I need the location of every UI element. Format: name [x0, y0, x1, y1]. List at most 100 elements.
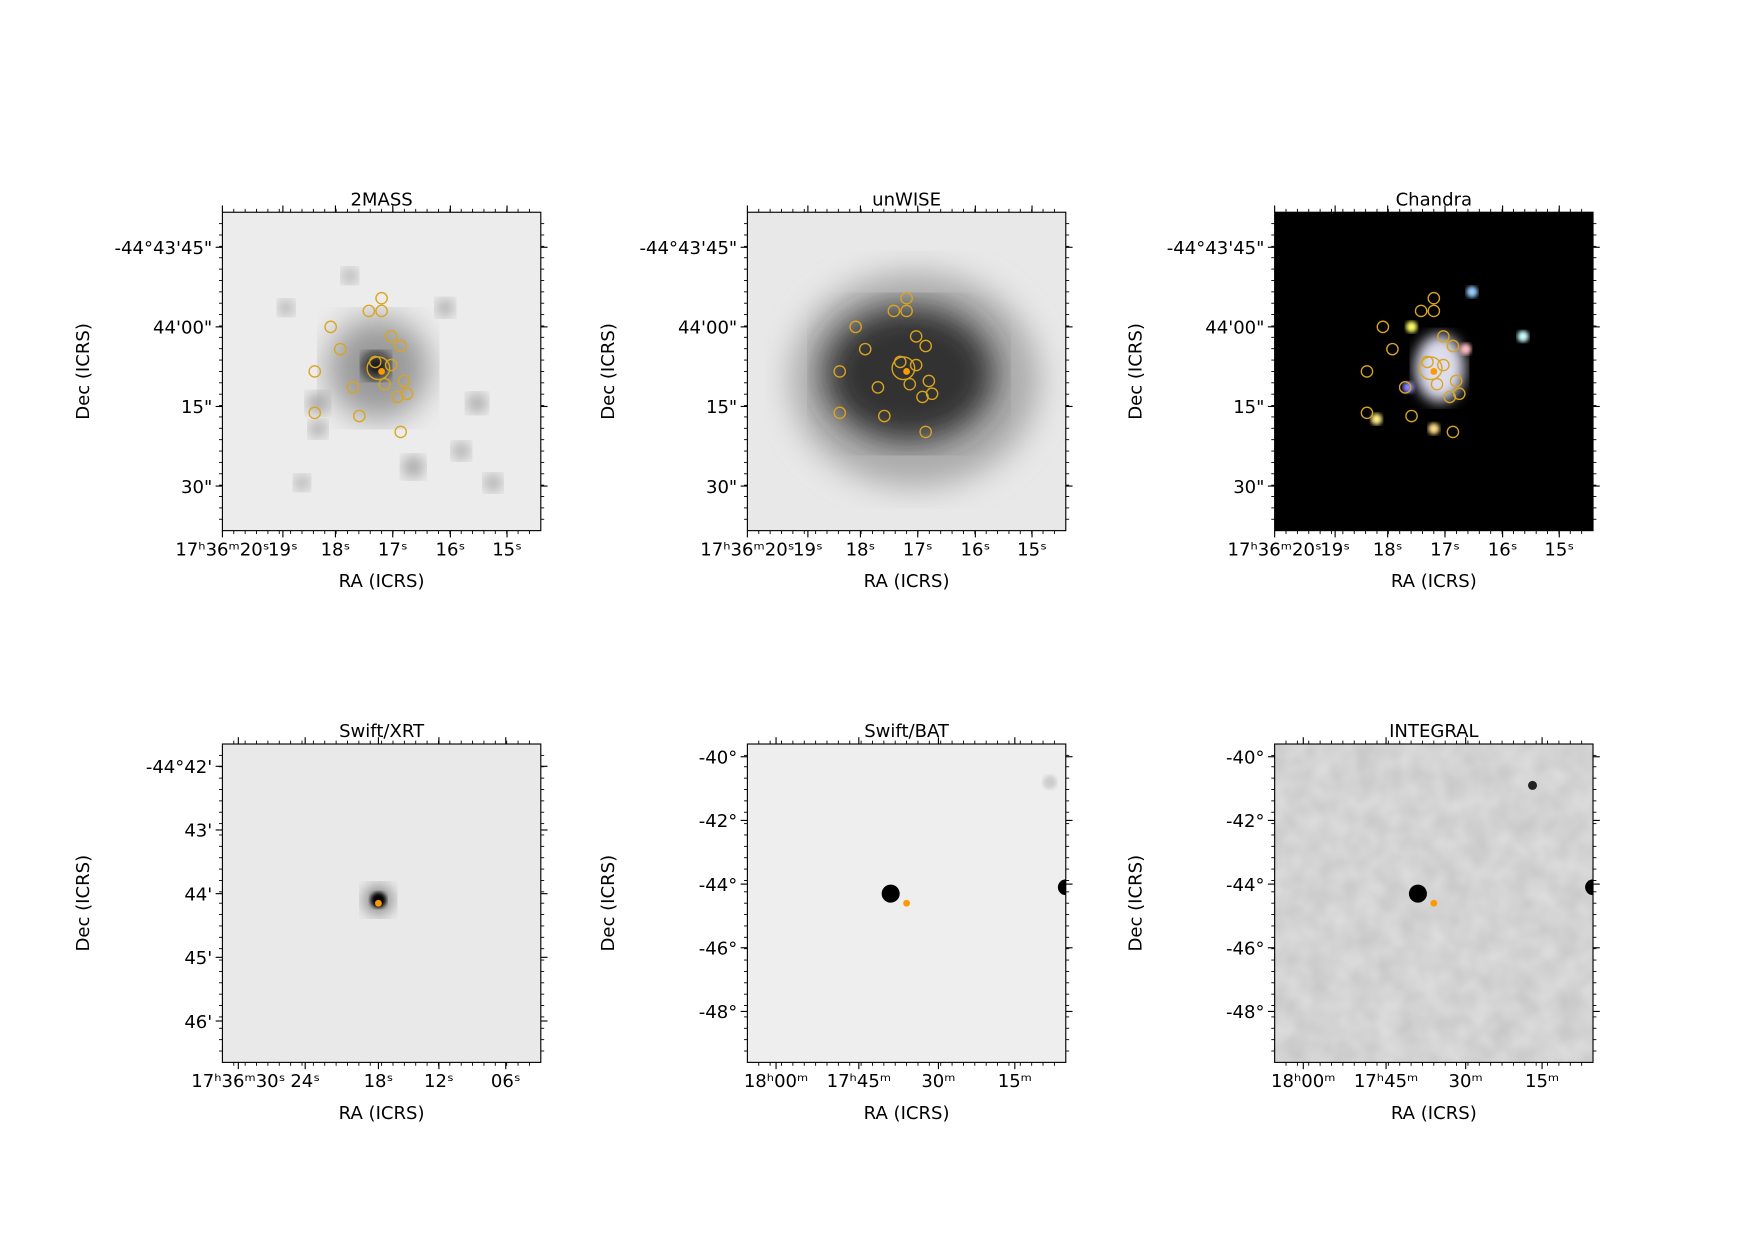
y-tick-label: -48°	[699, 1002, 737, 1023]
star	[903, 899, 910, 907]
y-tick-label: 45'	[184, 948, 212, 969]
catalog-circle	[877, 409, 891, 423]
y-tick-label: -46°	[699, 939, 737, 960]
x-axis-label: RA (ICRS)	[864, 1103, 950, 1124]
image	[747, 744, 1066, 1063]
catalog-circle	[308, 365, 322, 378]
source	[1528, 780, 1538, 790]
blob	[278, 299, 294, 316]
y-tick-label: -44°43'45"	[1167, 238, 1265, 259]
source	[1585, 879, 1594, 896]
x-tick-label: 18ˢ	[1373, 539, 1403, 560]
x-tick-label: 15ᵐ	[1525, 1071, 1559, 1092]
source	[1043, 775, 1057, 789]
star	[1430, 368, 1438, 375]
panel-title: Chandra	[1396, 189, 1472, 210]
x-tick-label: 18ˢ	[846, 539, 876, 560]
x-tick-label: 15ˢ	[1544, 539, 1574, 560]
core	[824, 306, 994, 442]
catalog-circle	[352, 409, 366, 423]
source	[1405, 321, 1418, 333]
error-circle	[891, 356, 916, 381]
catalog-circle	[919, 339, 933, 353]
catalog-circle	[833, 406, 847, 420]
source	[1460, 343, 1472, 355]
image	[1274, 744, 1594, 1063]
y-tick-label: 15"	[706, 397, 737, 418]
y-tick-label: -40°	[699, 748, 737, 769]
catalog-circle	[1452, 387, 1466, 401]
catalog-circle	[1446, 425, 1460, 439]
catalog-circle	[1437, 330, 1450, 343]
catalog-circle	[375, 291, 388, 305]
y-tick-label: -42°	[1226, 811, 1265, 832]
catalog-circle	[397, 374, 411, 388]
catalog-circle	[925, 387, 939, 401]
error-circle	[1418, 356, 1443, 381]
y-tick-label: 30"	[1233, 477, 1264, 498]
y-tick-label: 44'00"	[678, 318, 737, 339]
x-axis-label: RA (ICRS)	[339, 1103, 425, 1124]
x-tick-label: 12ˢ	[424, 1071, 454, 1092]
catalog-circle	[394, 339, 408, 353]
panel-title: 2MASS	[350, 189, 412, 210]
source	[1370, 413, 1383, 425]
star	[1430, 899, 1438, 907]
y-tick-label: -44°	[699, 875, 737, 896]
star	[378, 368, 385, 375]
panel: Swift/XRT RA (ICRS) Dec (ICRS) 17ʰ36ᵐ30ˢ 24ˢ…	[73, 721, 548, 1124]
y-tick-label: 44'	[184, 884, 212, 905]
panel-title: INTEGRAL	[1389, 721, 1478, 742]
y-axis-label: Dec (ICRS)	[73, 323, 94, 420]
star	[375, 899, 382, 907]
catalog-circle	[858, 342, 872, 356]
x-tick-label: 15ᵐ	[998, 1071, 1032, 1092]
blob	[306, 391, 330, 415]
x-tick-label: 06ˢ	[491, 1071, 521, 1092]
catalog-circle	[362, 304, 376, 318]
source	[1466, 286, 1478, 298]
catalog-circle	[375, 304, 388, 318]
core	[1414, 334, 1465, 403]
panel: Swift/BAT RA (ICRS) Dec (ICRS) 18ʰ00ᵐ 17ʰ45ᵐ…	[598, 721, 1073, 1124]
source	[1428, 423, 1440, 435]
y-tick-label: 15"	[181, 397, 212, 418]
y-tick-label: -46°	[1226, 939, 1265, 960]
catalog-circle	[833, 365, 847, 378]
catalog-circle	[308, 406, 322, 420]
x-tick-label: 17ʰ36ᵐ20ˢ	[175, 539, 269, 560]
blob	[402, 455, 425, 479]
x-axis-label: RA (ICRS)	[864, 571, 950, 592]
error-circle	[366, 356, 391, 381]
catalog-circle	[1405, 409, 1418, 423]
catalog-circle	[871, 381, 885, 394]
source	[1408, 884, 1427, 903]
y-tick-label: 44'00"	[1205, 318, 1264, 339]
x-tick-label: 17ʰ45ᵐ	[1354, 1071, 1418, 1092]
x-tick-label: 16ˢ	[1488, 539, 1518, 560]
y-tick-label: -40°	[1226, 748, 1265, 769]
y-tick-label: 43'	[184, 821, 212, 842]
blob	[341, 268, 358, 284]
panel: INTEGRAL RA (ICRS) Dec (ICRS) 18ʰ00ᵐ 17ʰ45ᵐ 3…	[1125, 721, 1600, 1124]
x-axis-label: RA (ICRS)	[1391, 571, 1477, 592]
y-tick-label: -44°43'45"	[115, 238, 213, 259]
x-tick-label: 18ˢ	[364, 1071, 394, 1092]
blob	[466, 393, 488, 414]
catalog-circle	[849, 320, 862, 334]
blob	[484, 473, 503, 492]
source	[1402, 381, 1415, 394]
panel-title: Swift/BAT	[864, 721, 950, 742]
catalog-circle	[378, 377, 392, 391]
catalog-circle	[1360, 406, 1374, 420]
x-tick-label: 17ˢ	[378, 539, 408, 560]
x-tick-label: 18ˢ	[321, 539, 351, 560]
catalog-circle	[1376, 320, 1390, 334]
catalog-circle	[1449, 374, 1463, 388]
x-tick-label: 16ˢ	[961, 539, 991, 560]
x-tick-label: 17ˢ	[903, 539, 933, 560]
y-axis-label: Dec (ICRS)	[1125, 855, 1146, 952]
catalog-circle	[909, 330, 923, 343]
